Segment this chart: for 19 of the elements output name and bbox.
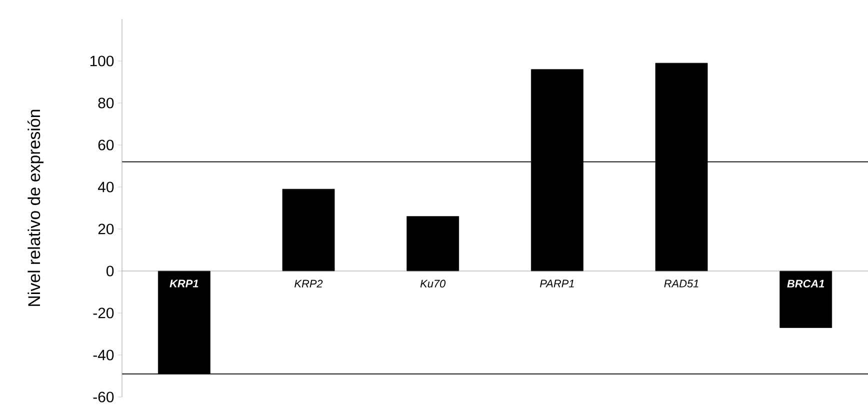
x-tick-label: KRP2: [294, 280, 323, 288]
y-tick-label: 80: [98, 98, 114, 108]
y-tick-label: -60: [93, 392, 114, 402]
y-tick-label: 40: [98, 182, 114, 192]
y-tick-label: 100: [90, 56, 114, 66]
x-tick-label: BRCA1: [787, 280, 824, 288]
x-tick-label: PARP1: [540, 280, 574, 288]
y-tick-label: -40: [93, 350, 114, 360]
y-tick-label: 20: [98, 224, 114, 234]
x-tick-label: RAD51: [664, 280, 698, 288]
x-tick-label: Ku70: [420, 280, 446, 288]
y-axis-title: Nivel relativo de expresión: [28, 110, 44, 306]
y-tick-label: -20: [93, 308, 114, 318]
bar: [780, 270, 832, 328]
bar: [406, 216, 460, 272]
y-tick-label: 0: [106, 266, 114, 276]
x-tick-label: KRP1: [170, 280, 198, 288]
bar: [282, 188, 335, 272]
y-tick-label: 60: [98, 140, 114, 150]
